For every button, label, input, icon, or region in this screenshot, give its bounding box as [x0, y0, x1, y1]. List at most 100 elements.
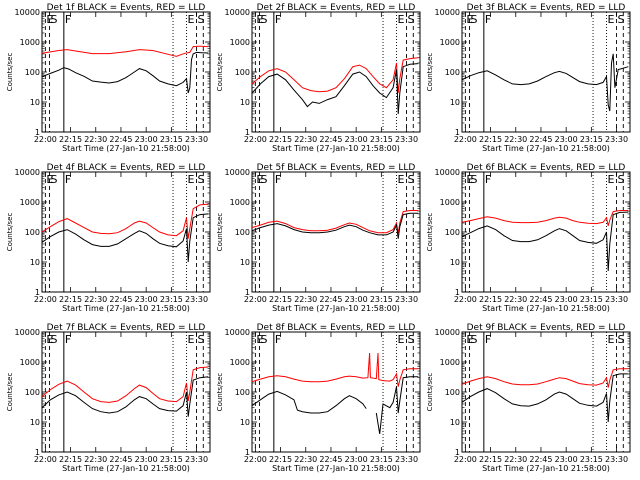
- x-axis-label: Start Time (27-Jan-10 21:58:00): [62, 304, 190, 313]
- y-tick-label: 1000: [20, 358, 40, 367]
- series-lld-line: [462, 210, 629, 227]
- plot-frame: [461, 331, 631, 453]
- y-tick-label: 1000: [20, 38, 40, 47]
- x-tick-label: 22:45: [109, 295, 132, 304]
- marker-label: S: [261, 173, 268, 186]
- marker-label: S: [471, 13, 478, 26]
- x-tick-label: 22:15: [479, 135, 502, 144]
- y-axis-label: Counts/sec: [216, 373, 224, 412]
- x-tick-label: 22:30: [294, 135, 317, 144]
- panel-title: Det 1f BLACK = Events, RED = LLD: [47, 3, 206, 13]
- x-tick-label: 23:30: [605, 455, 628, 464]
- x-tick-label: 22:30: [84, 295, 107, 304]
- series-events-line: [42, 376, 209, 417]
- y-tick-label: 100: [25, 228, 40, 237]
- y-tick-label: 10: [30, 258, 40, 267]
- panel-title: Det 7f BLACK = Events, RED = LLD: [47, 323, 206, 333]
- series-events-line: [42, 213, 209, 263]
- marker-label: F: [485, 173, 491, 186]
- x-tick-label: 22:30: [84, 135, 107, 144]
- x-tick-label: 23:30: [605, 295, 628, 304]
- x-tick-label: 22:45: [109, 455, 132, 464]
- series-events-line: [252, 376, 419, 434]
- y-tick-label: 1: [245, 448, 250, 457]
- marker-label: E: [607, 333, 614, 346]
- panel-title: Det 9f BLACK = Events, RED = LLD: [467, 323, 626, 333]
- y-tick-label: 1: [455, 448, 460, 457]
- x-tick-label: 23:15: [370, 135, 393, 144]
- marker-label: F: [275, 13, 281, 26]
- y-tick-label: 10: [450, 258, 460, 267]
- x-tick-label: 23:30: [185, 295, 208, 304]
- x-tick-label: 23:00: [555, 295, 578, 304]
- panel-6: Det 6f BLACK = Events, RED = LLD 1 10 100 10…: [426, 163, 631, 313]
- y-tick-label: 10000: [225, 168, 250, 177]
- x-tick-label: 22:45: [529, 455, 552, 464]
- y-tick-label: 10: [450, 418, 460, 427]
- x-tick-label: 23:30: [395, 455, 418, 464]
- x-tick-label: 23:15: [160, 295, 183, 304]
- x-tick-label: 23:30: [185, 455, 208, 464]
- y-axis-label: Counts/sec: [216, 213, 224, 252]
- panel-8: Det 8f BLACK = Events, RED = LLD 1 10 100 10…: [216, 323, 421, 473]
- x-tick-label: 22:15: [269, 455, 292, 464]
- x-tick-label: 22:15: [269, 135, 292, 144]
- marker-label: S: [51, 173, 58, 186]
- x-tick-label: 22:45: [109, 135, 132, 144]
- y-tick-label: 10000: [225, 8, 250, 17]
- x-tick-label: 22:30: [294, 455, 317, 464]
- y-tick-label: 10: [30, 98, 40, 107]
- marker-label: E: [397, 333, 404, 346]
- x-tick-label: 23:00: [135, 455, 158, 464]
- y-tick-label: 1000: [20, 198, 40, 207]
- panel-9: Det 9f BLACK = Events, RED = LLD 1 10 100 10…: [426, 323, 631, 473]
- y-tick-label: 10: [30, 418, 40, 427]
- plot-frame: [251, 331, 421, 453]
- plot-frame: [461, 11, 631, 133]
- y-tick-label: 1000: [440, 198, 460, 207]
- x-tick-label: 22:00: [454, 135, 477, 144]
- x-tick-label: 23:15: [370, 455, 393, 464]
- y-axis-label: Counts/sec: [6, 213, 14, 252]
- series-lld-line: [42, 366, 209, 403]
- series-lld-line: [252, 352, 419, 387]
- x-tick-label: 23:00: [135, 295, 158, 304]
- y-tick-label: 100: [25, 388, 40, 397]
- marker-label: F: [275, 173, 281, 186]
- x-tick-label: 22:45: [529, 135, 552, 144]
- panel-title: Det 8f BLACK = Events, RED = LLD: [257, 323, 416, 333]
- x-tick-label: 23:00: [555, 455, 578, 464]
- panel-title: Det 2f BLACK = Events, RED = LLD: [257, 3, 416, 13]
- x-tick-label: 22:15: [479, 455, 502, 464]
- y-tick-label: 10000: [15, 328, 40, 337]
- x-tick-label: 22:15: [269, 295, 292, 304]
- x-tick-label: 23:30: [185, 135, 208, 144]
- x-tick-label: 23:15: [580, 295, 603, 304]
- x-tick-label: 23:00: [345, 135, 368, 144]
- marker-label: S: [51, 13, 58, 26]
- x-axis-label: Start Time (27-Jan-10 21:58:00): [62, 144, 190, 153]
- y-tick-label: 100: [235, 388, 250, 397]
- marker-label: F: [65, 13, 71, 26]
- x-tick-label: 22:45: [319, 135, 342, 144]
- y-tick-label: 10000: [225, 328, 250, 337]
- plot-frame: [41, 171, 211, 293]
- marker-label: E: [187, 173, 194, 186]
- marker-label: F: [485, 333, 491, 346]
- series-events-line: [462, 211, 629, 272]
- x-tick-label: 22:00: [244, 295, 267, 304]
- series-events-line: [462, 373, 629, 423]
- y-tick-label: 10: [240, 98, 250, 107]
- x-tick-label: 22:00: [244, 455, 267, 464]
- y-tick-label: 1000: [230, 38, 250, 47]
- y-tick-label: 1: [35, 128, 40, 137]
- y-axis-label: Counts/sec: [426, 53, 434, 92]
- x-axis-label: Start Time (27-Jan-10 21:58:00): [272, 304, 400, 313]
- x-tick-label: 22:45: [319, 455, 342, 464]
- marker-label: E: [187, 13, 194, 26]
- x-axis-label: Start Time (27-Jan-10 21:58:00): [272, 144, 400, 153]
- marker-label: S: [198, 333, 205, 346]
- series-events-line: [42, 51, 209, 94]
- x-tick-label: 22:30: [504, 295, 527, 304]
- x-axis-label: Start Time (27-Jan-10 21:58:00): [272, 464, 400, 473]
